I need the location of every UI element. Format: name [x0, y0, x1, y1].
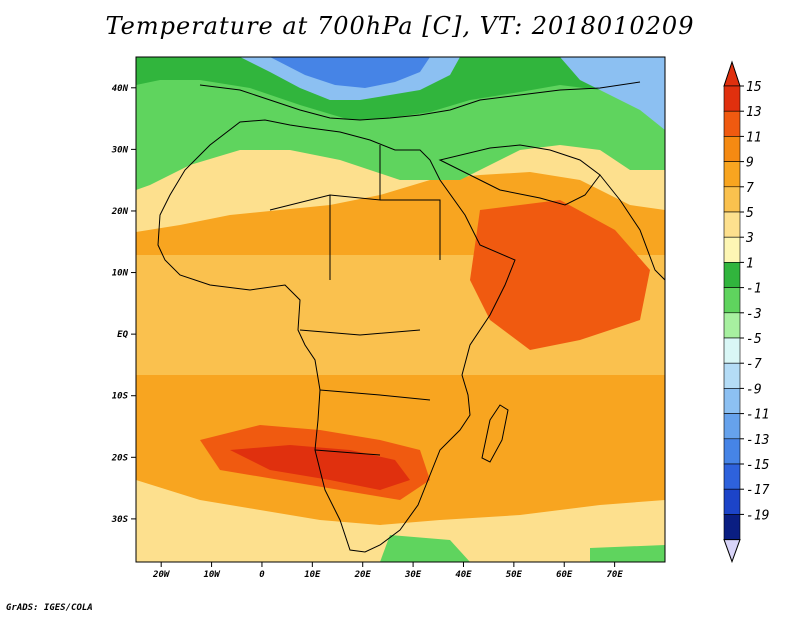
colorbar-segment — [723, 211, 741, 238]
field-south-east-green — [590, 545, 665, 562]
colorbar-segment — [723, 236, 741, 263]
border-3 — [299, 329, 431, 456]
border-2 — [329, 195, 441, 280]
colorbar-label: -19 — [746, 508, 769, 523]
field-south-green — [380, 535, 470, 562]
lat-tick-label: 40N — [112, 84, 129, 94]
lon-tick-label: 50E — [506, 570, 523, 580]
colorbar-label: 5 — [746, 206, 754, 221]
lon-tick-label: 0 — [259, 570, 265, 580]
colorbar-label: -3 — [746, 307, 762, 322]
colorbar-segment — [723, 186, 741, 213]
lon-axis: 20W 10W 0 10E 20E 30E 40E 50E 60E 70E — [152, 562, 623, 580]
lon-tick-label: 10E — [304, 570, 321, 580]
colorbar-top-arrow — [723, 60, 741, 87]
colorbar-segment — [723, 136, 741, 162]
colorbar-label: -17 — [746, 483, 770, 498]
lon-tick-label: 60E — [556, 570, 573, 580]
madagascar-outline — [481, 404, 509, 463]
colorbar-bottom-arrow — [723, 539, 741, 564]
colorbar-label: 11 — [746, 130, 762, 145]
field-arabian-warm — [470, 200, 650, 350]
lat-tick-label: 30N — [111, 145, 129, 155]
footer-credit: GrADS: IGES/COLA — [6, 603, 93, 613]
lat-tick-label: 10N — [112, 269, 129, 279]
lon-tick-label: 20W — [152, 570, 171, 580]
lon-tick-label: 30E — [404, 570, 422, 580]
colorbar-label: 13 — [746, 105, 762, 120]
colorbar-segment — [723, 85, 741, 112]
lat-tick-label: EQ — [117, 330, 128, 340]
arabia-outline — [438, 144, 601, 206]
lat-tick-label: 20S — [111, 453, 129, 463]
lon-tick-label: 70E — [606, 570, 623, 580]
lon-tick-label: 20E — [354, 570, 372, 580]
chart-title: Temperature at 700hPa [C], VT: 201801020… — [105, 12, 695, 40]
colorbar-segment — [723, 514, 741, 540]
colorbar-segment — [723, 413, 741, 440]
colorbar-segment — [723, 110, 741, 137]
temperature-field — [136, 57, 665, 562]
colorbar-label: 9 — [746, 156, 754, 171]
africa-outline — [157, 119, 516, 553]
colorbar-segment — [723, 262, 741, 288]
field-med-dark-blue — [270, 57, 430, 88]
mediterranean-coast — [199, 81, 641, 121]
field-south-yellow — [136, 480, 665, 562]
colorbar-segment — [723, 337, 741, 364]
field-southern-hot — [230, 445, 410, 490]
india-outline — [599, 174, 665, 281]
colorbar-segment — [723, 161, 741, 188]
lat-axis: 40N 30N 20N 10N EQ 10S 20S 30S — [111, 84, 136, 525]
colorbar-label: -13 — [746, 433, 769, 448]
colorbar-segment — [723, 362, 741, 389]
colorbar: 15 13 11 9 7 5 3 1 -1 -3 -5 -7 -9 -11 -13 -15 -17 -19 — [723, 60, 770, 564]
colorbar-label: -15 — [746, 458, 770, 473]
colorbar-label: 3 — [745, 231, 754, 246]
lat-tick-label: 20N — [111, 207, 129, 217]
colorbar-label: -9 — [746, 382, 762, 397]
colorbar-segment — [723, 287, 741, 314]
colorbar-segment — [723, 388, 741, 414]
map-frame — [135, 56, 666, 563]
colorbar-segment — [723, 312, 741, 339]
colorbar-label: 1 — [746, 256, 754, 271]
colorbar-label: -7 — [746, 357, 762, 372]
colorbar-segment — [723, 488, 741, 515]
colorbar-segment — [723, 463, 741, 490]
coastlines — [157, 81, 665, 553]
field-iran-blue — [560, 57, 665, 130]
border-1 — [269, 145, 381, 211]
colorbar-label: -11 — [746, 408, 769, 423]
lon-tick-label: 10W — [203, 570, 221, 580]
lon-tick-label: 40E — [455, 570, 472, 580]
lat-tick-label: 10S — [112, 392, 129, 402]
colorbar-label: 7 — [746, 181, 754, 196]
colorbar-segment — [723, 438, 741, 465]
lat-tick-label: 30S — [111, 515, 129, 525]
colorbar-label: -1 — [746, 282, 762, 297]
colorbar-label: 15 — [746, 80, 762, 95]
colorbar-label: -5 — [746, 332, 762, 347]
